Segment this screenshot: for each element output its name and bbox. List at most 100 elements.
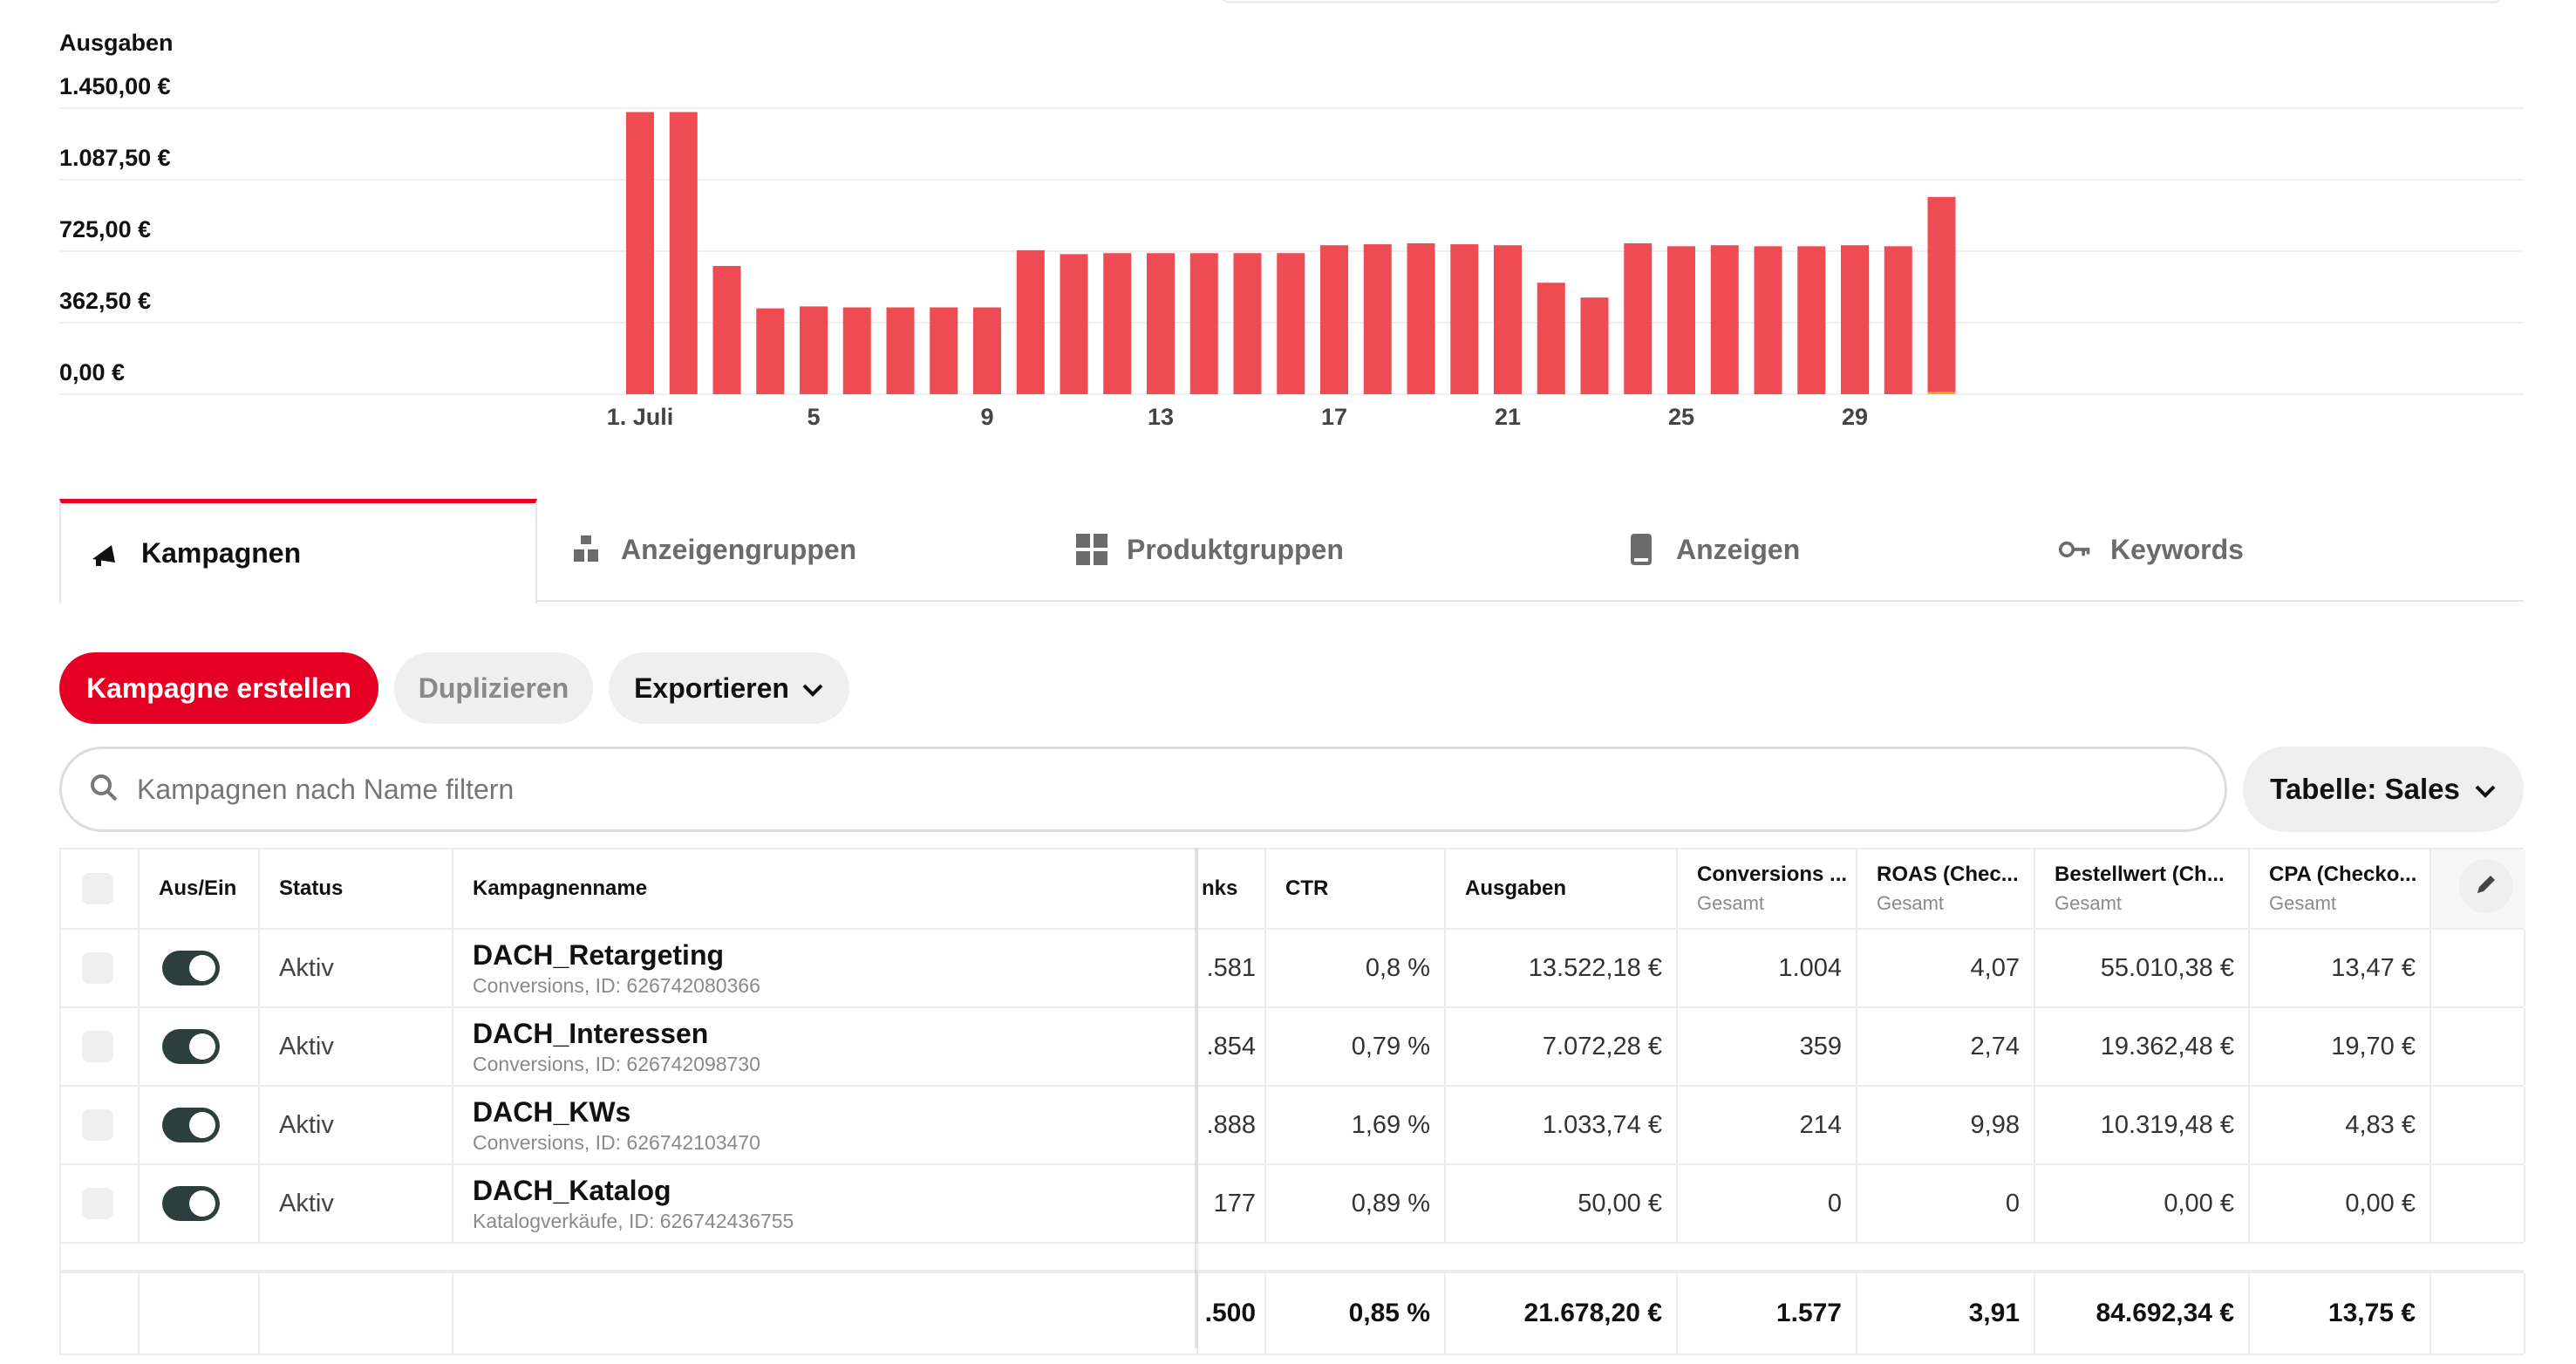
row-name-cell[interactable]: DACH_Retargeting Conversions, ID: 626742… [453,930,1198,1006]
row-toggle-cell[interactable] [140,1087,260,1163]
campaign-toggle[interactable] [162,1029,220,1064]
bar-spend-day-10[interactable] [1016,249,1045,394]
bar-spend-day-31[interactable] [1927,196,1956,394]
row-edit-spacer [2431,930,2525,1006]
row-checkbox[interactable] [82,952,113,984]
total-spend: 21.678,20 € [1446,1273,1678,1354]
total-roas: 3,91 [1857,1273,2035,1354]
table-row[interactable]: Aktiv DACH_Retargeting Conversions, ID: … [59,930,2525,1008]
bar-spend-day-5[interactable] [800,306,828,394]
header-conversions[interactable]: Conversions ... Gesamt [1678,849,1857,928]
search-input[interactable] [137,773,2143,806]
row-order-value: 19.362,48 € [2035,1008,2250,1085]
row-name-cell[interactable]: DACH_Katalog Katalogverkäufe, ID: 626742… [453,1165,1198,1242]
bar-segment-day-31[interactable] [1927,392,1956,394]
bar-spend-day-12[interactable] [1103,253,1132,394]
row-checkbox-cell[interactable] [61,1087,140,1163]
tab-kampagnen-label: Kampagnen [141,537,302,569]
bar-spend-day-18[interactable] [1363,244,1392,394]
header-clicks[interactable]: nks [1198,849,1266,928]
bar-spend-day-28[interactable] [1797,246,1826,394]
campaign-toggle[interactable] [162,1186,220,1221]
bar-spend-day-2[interactable] [669,112,698,394]
bar-spend-day-19[interactable] [1407,242,1435,394]
tab-keywords[interactable]: Keywords [2058,499,2459,600]
bar-spend-day-29[interactable] [1841,245,1869,394]
campaign-name-link[interactable]: DACH_Katalog [473,1174,671,1206]
bar-spend-day-17[interactable] [1320,245,1348,394]
row-cpa: 0,00 € [2250,1165,2431,1242]
tab-produktgruppen[interactable]: Produktgruppen [1074,499,1624,600]
campaign-search[interactable] [59,747,2227,832]
bar-spend-day-11[interactable] [1060,254,1088,394]
table-view-select[interactable]: Tabelle: Sales [2243,747,2524,832]
bar-spend-day-21[interactable] [1494,245,1522,394]
header-select-all[interactable] [61,849,140,928]
row-edit-spacer [2431,1165,2525,1242]
create-campaign-button[interactable]: Kampagne erstellen [59,652,378,724]
campaign-name-link[interactable]: DACH_KWs [473,1095,631,1128]
bar-spend-day-7[interactable] [886,307,915,394]
header-order-value[interactable]: Bestellwert (Ch... Gesamt [2035,849,2250,928]
bar-spend-day-16[interactable] [1277,253,1305,394]
bar-spend-day-26[interactable] [1710,245,1739,394]
header-spend[interactable]: Ausgaben [1446,849,1678,928]
table-row[interactable]: Aktiv DACH_KWs Conversions, ID: 62674210… [59,1087,2525,1165]
bar-spend-day-30[interactable] [1884,246,1912,394]
header-cpa[interactable]: CPA (Checko... Gesamt [2250,849,2431,928]
row-checkbox[interactable] [82,1109,113,1141]
export-button[interactable]: Exportieren [609,652,849,724]
campaign-toggle[interactable] [162,1108,220,1142]
row-order-value: 55.010,38 € [2035,930,2250,1006]
bar-spend-day-4[interactable] [756,308,785,394]
tab-anzeigengruppen[interactable]: Anzeigengruppen [569,499,1074,600]
header-roas[interactable]: ROAS (Chec... Gesamt [1857,849,2035,928]
row-toggle-cell[interactable] [140,930,260,1006]
header-spend-label: Ausgaben [1465,876,1567,900]
header-ctr[interactable]: CTR [1266,849,1446,928]
row-checkbox[interactable] [82,1188,113,1219]
header-roas-sub: Gesamt [1877,892,1945,914]
row-checkbox[interactable] [82,1031,113,1062]
row-checkbox-cell[interactable] [61,1008,140,1085]
table-row[interactable]: Aktiv DACH_Interessen Conversions, ID: 6… [59,1008,2525,1087]
campaign-toggle[interactable] [162,951,220,985]
bar-spend-day-14[interactable] [1189,253,1218,394]
header-toggle[interactable]: Aus/Ein [140,849,260,928]
select-all-checkbox[interactable] [82,873,113,904]
date-range-bar-edge [1221,0,2503,3]
totals-empty-2 [140,1273,260,1354]
campaign-name-link[interactable]: DACH_Interessen [473,1017,709,1049]
header-name[interactable]: Kampagnenname [453,849,1198,928]
bar-spend-day-8[interactable] [930,307,958,394]
bar-spend-day-20[interactable] [1450,244,1479,394]
bar-spend-day-3[interactable] [712,265,741,394]
bar-spend-day-13[interactable] [1147,253,1175,394]
row-ctr: 1,69 % [1266,1087,1446,1163]
bar-spend-day-22[interactable] [1537,283,1565,394]
row-name-cell[interactable]: DACH_KWs Conversions, ID: 626742103470 [453,1087,1198,1163]
row-toggle-cell[interactable] [140,1008,260,1085]
header-status[interactable]: Status [260,849,453,928]
bar-spend-day-9[interactable] [973,307,1001,394]
total-conversions: 1.577 [1678,1273,1857,1354]
edit-columns-button[interactable] [2459,859,2513,913]
row-roas: 2,74 [1857,1008,2035,1085]
bar-spend-day-1[interactable] [626,112,654,394]
row-name-cell[interactable]: DACH_Interessen Conversions, ID: 6267420… [453,1008,1198,1085]
tab-anzeigen[interactable]: Anzeigen [1624,499,2058,600]
row-toggle-cell[interactable] [140,1165,260,1242]
bar-spend-day-23[interactable] [1580,297,1609,394]
campaign-name-link[interactable]: DACH_Retargeting [473,938,725,971]
table-row[interactable]: Aktiv DACH_Katalog Katalogverkäufe, ID: … [59,1165,2525,1244]
tab-kampagnen[interactable]: Kampagnen [59,499,537,604]
duplicate-button[interactable]: Duplizieren [394,652,593,724]
row-cpa: 4,83 € [2250,1087,2431,1163]
bar-spend-day-15[interactable] [1233,253,1262,394]
row-checkbox-cell[interactable] [61,1165,140,1242]
bar-spend-day-27[interactable] [1754,246,1782,394]
bar-spend-day-24[interactable] [1624,242,1653,394]
row-checkbox-cell[interactable] [61,930,140,1006]
bar-spend-day-6[interactable] [842,307,871,394]
bar-spend-day-25[interactable] [1667,246,1695,394]
